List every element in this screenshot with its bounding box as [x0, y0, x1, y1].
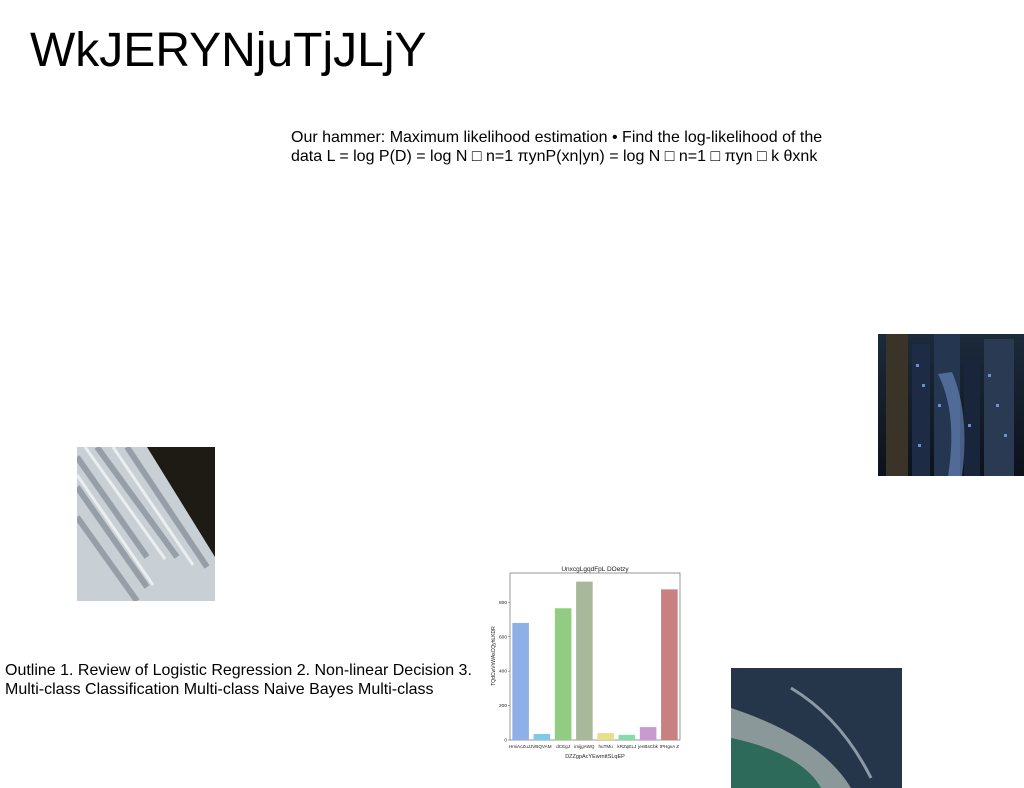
- chart-bar: [597, 733, 614, 740]
- chart-bar: [554, 608, 572, 740]
- chart-x-tick-label: tPHgvA Z: [660, 744, 680, 749]
- hammer-paragraph: Our hammer: Maximum likelihood estimatio…: [291, 129, 823, 165]
- chart-y-tick-label: 200: [499, 703, 507, 709]
- chart-bar: [661, 589, 678, 740]
- chart-x-axis-label: DZZgpAcYEwrnttSLqEP: [565, 754, 625, 760]
- chart-bar: [576, 581, 593, 740]
- chart-x-tick-label: kRZqELJ: [617, 744, 636, 749]
- chart-bar: [512, 622, 529, 740]
- chart-bar: [639, 727, 657, 740]
- chart-y-tick-label: 600: [499, 634, 507, 640]
- chart-y-axis-label: TQdCwVhWAsCQyhLKDR: [491, 626, 497, 686]
- chart-x-tick-label: huTMu: [598, 744, 613, 749]
- chart-bar: [618, 734, 636, 740]
- bar-chart: UnxcgLgqdFpL DOetzy 0 200 400 600 800 HmiAcZ…: [491, 566, 681, 760]
- chart-x-tick-label: dCEgJ: [556, 744, 570, 749]
- chart-x-tick-label: HmiAcZuJJ: [509, 744, 532, 749]
- chart-x-tick-label: VBQVAM: [532, 744, 551, 749]
- chair-closeup-photo: [77, 447, 215, 601]
- aerial-coast-photo: [731, 668, 902, 788]
- chart-y-tick-label: 0: [504, 738, 507, 744]
- chart-y-tick-label: 400: [499, 669, 507, 675]
- outline-paragraph: Outline 1. Review of Logistic Regression…: [5, 662, 472, 698]
- city-night-photo: [878, 334, 1024, 476]
- chart-title: UnxcgLgqdFpL DOetzy: [561, 566, 629, 573]
- chart-plot-frame: [509, 572, 681, 741]
- chart-y-tick-label: 800: [499, 600, 507, 606]
- page-title: WkJERYNjuTjJLjY: [30, 24, 427, 77]
- chart-x-tick-label: jenBsCbk: [637, 744, 658, 749]
- chart-bar: [533, 733, 551, 740]
- chart-x-tick-label: imijgAWQ: [574, 744, 595, 749]
